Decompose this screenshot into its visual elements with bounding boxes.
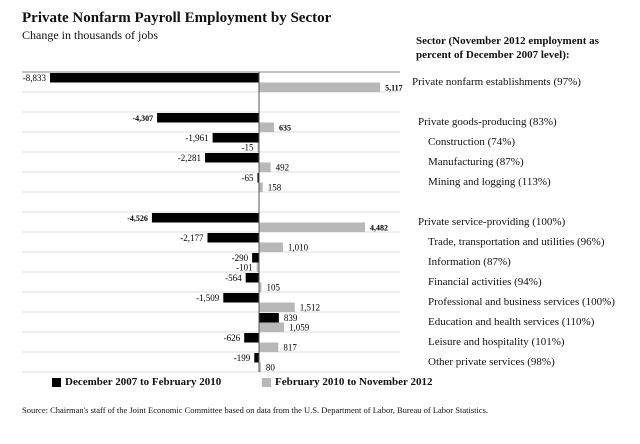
category-label: Private nonfarm establishments (97%) (412, 76, 581, 88)
data-label: -1,509 (196, 293, 220, 303)
bar-feb2010-nov2012 (259, 342, 279, 352)
data-label: 1,059 (289, 322, 310, 332)
data-label: 5,117 (385, 83, 403, 92)
bar-feb2010-nov2012 (259, 222, 366, 232)
chart-title: Private Nonfarm Payroll Employment by Se… (22, 10, 332, 26)
data-label: -290 (232, 253, 249, 263)
category-label: Mining and logging (113%) (428, 176, 551, 188)
category-label: Manufacturing (87%) (428, 156, 524, 168)
bar-feb2010-nov2012 (259, 162, 271, 172)
category-label: Leisure and hospitality (101%) (428, 336, 565, 348)
bar-dec2007-feb2010 (151, 213, 259, 223)
bar-dec2007-feb2010 (223, 293, 259, 303)
bar-dec2007-feb2010 (259, 313, 279, 323)
data-label: -4,526 (127, 214, 148, 223)
data-label: -1,961 (185, 133, 208, 143)
category-label: Other private services (98%) (428, 356, 555, 368)
bar-dec2007-feb2010 (212, 133, 259, 143)
legend-item-series-2: February 2010 to November 2012 (262, 376, 432, 388)
data-label: -564 (225, 273, 242, 283)
source-note: Source: Chairman's staff of the Joint Ec… (22, 405, 489, 415)
data-label: 4,482 (370, 223, 388, 232)
legend-swatch (262, 377, 271, 387)
bar-dec2007-feb2010 (245, 273, 259, 283)
legend-label: December 2007 to February 2010 (65, 376, 222, 388)
data-label: 80 (266, 362, 276, 372)
bar-feb2010-nov2012 (259, 302, 295, 312)
data-label: 492 (276, 162, 290, 172)
bar-feb2010-nov2012 (259, 362, 261, 372)
chart-subtitle: Change in thousands of jobs (22, 28, 158, 42)
bar-feb2010-nov2012 (257, 142, 259, 152)
bar-dec2007-feb2010 (244, 333, 259, 343)
bar-feb2010-nov2012 (259, 122, 275, 132)
data-label: 1,010 (288, 242, 309, 252)
data-label: 158 (268, 182, 282, 192)
data-label: -65 (241, 173, 253, 183)
category-header: Sector (November 2012 employment as perc… (416, 35, 599, 61)
bar-dec2007-feb2010 (252, 253, 259, 263)
data-label: 817 (283, 342, 297, 352)
legend-item-series-1: December 2007 to February 2010 (52, 376, 221, 388)
category-label: Private service-providing (100%) (418, 216, 566, 228)
data-label: -101 (236, 262, 253, 272)
legend-swatch (52, 377, 61, 387)
data-label: 1,512 (300, 302, 320, 312)
category-label: Private goods-producing (83%) (418, 116, 557, 128)
bar-feb2010-nov2012 (259, 182, 263, 192)
bar-dec2007-feb2010 (207, 233, 259, 243)
category-label: Trade, transportation and utilities (96%… (428, 236, 605, 248)
data-label: -4,307 (132, 114, 153, 123)
bar-dec2007-feb2010 (50, 73, 259, 83)
bar-dec2007-feb2010 (257, 173, 259, 183)
data-label: -2,177 (180, 233, 204, 243)
category-label: Construction (74%) (428, 136, 516, 148)
bar-feb2010-nov2012 (259, 242, 283, 252)
data-label: -15 (242, 142, 254, 152)
bar-dec2007-feb2010 (157, 113, 259, 123)
data-label: -2,281 (178, 153, 201, 163)
data-label: -199 (234, 353, 251, 363)
bar-dec2007-feb2010 (254, 353, 259, 363)
category-label: Financial activities (94%) (428, 276, 542, 288)
bar-feb2010-nov2012 (259, 282, 262, 292)
category-label: Professional and business services (100%… (428, 296, 615, 308)
bar-dec2007-feb2010 (205, 153, 259, 163)
category-label: Information (87%) (428, 256, 511, 268)
data-label: 105 (266, 282, 280, 292)
legend-label: February 2010 to November 2012 (275, 376, 433, 388)
bar-feb2010-nov2012 (259, 82, 381, 92)
bar-feb2010-nov2012 (259, 322, 285, 332)
category-label: Education and health services (110%) (428, 316, 595, 328)
bar-feb2010-nov2012 (256, 262, 259, 272)
data-label: -626 (224, 333, 241, 343)
data-label: 839 (284, 313, 298, 323)
data-label: -8,833 (23, 73, 47, 83)
data-label: 635 (279, 123, 291, 132)
